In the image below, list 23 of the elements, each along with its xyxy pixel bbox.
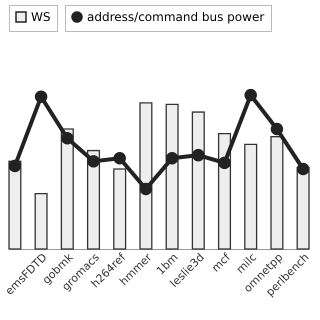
point	[34, 90, 48, 103]
point	[296, 162, 310, 176]
bar	[166, 104, 179, 250]
point	[270, 122, 284, 136]
bar	[296, 166, 310, 250]
legend-label: WS	[31, 10, 50, 24]
point	[113, 152, 126, 164]
bar	[244, 144, 258, 250]
point	[166, 152, 178, 164]
point	[218, 156, 231, 170]
point	[244, 88, 257, 102]
bar	[139, 102, 152, 250]
bar	[113, 168, 126, 250]
point	[140, 182, 152, 196]
bar	[192, 111, 205, 250]
bar	[270, 136, 284, 250]
point	[61, 132, 74, 144]
bar	[34, 192, 48, 250]
legend-label: address/command bus power	[87, 10, 264, 24]
point	[87, 155, 100, 168]
point	[8, 160, 22, 172]
bar	[60, 128, 74, 250]
point	[192, 148, 205, 162]
